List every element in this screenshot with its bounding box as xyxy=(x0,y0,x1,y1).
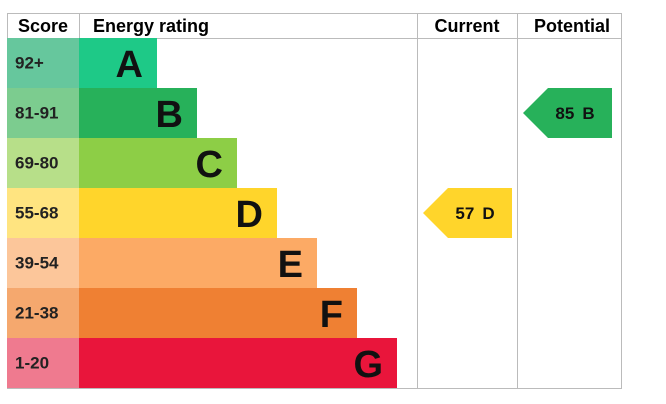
band-letter: A xyxy=(116,44,143,86)
rating-bar xyxy=(79,188,277,238)
score-label: 21-38 xyxy=(15,304,58,323)
current-letter: D xyxy=(482,204,494,223)
potential-letter: B xyxy=(582,104,594,123)
potential-value: 85 xyxy=(555,104,574,123)
score-cell xyxy=(7,188,79,238)
band-letter: F xyxy=(320,294,343,336)
score-cell xyxy=(7,288,79,338)
score-cell xyxy=(7,88,79,138)
rating-bar xyxy=(79,138,237,188)
band-letter: C xyxy=(196,144,223,186)
band-letter: G xyxy=(353,344,383,386)
score-label: 39-54 xyxy=(15,254,59,273)
score-label: 69-80 xyxy=(15,154,58,173)
band-letter: B xyxy=(156,94,183,136)
rating-bar xyxy=(79,338,397,388)
score-label: 1-20 xyxy=(15,354,49,373)
score-label: 55-68 xyxy=(15,204,58,223)
potential-arrow xyxy=(523,88,612,138)
score-label: 81-91 xyxy=(15,104,58,123)
header-rating: Energy rating xyxy=(93,16,209,36)
rating-bar xyxy=(79,288,357,338)
rating-bar xyxy=(79,38,157,88)
score-cell xyxy=(7,38,79,88)
score-label: 92+ xyxy=(15,54,44,73)
score-cell xyxy=(7,238,79,288)
current-value: 57 xyxy=(455,204,474,223)
rating-bar xyxy=(79,88,197,138)
header-potential: Potential xyxy=(534,16,610,36)
rating-bar xyxy=(79,238,317,288)
potential-label: 85 B xyxy=(555,104,594,123)
band-letter: D xyxy=(236,194,263,236)
score-cell xyxy=(7,138,79,188)
header-current: Current xyxy=(434,16,499,36)
band-letter: E xyxy=(278,244,303,286)
current-arrow xyxy=(423,188,512,238)
header-score: Score xyxy=(18,16,68,36)
current-label: 57 D xyxy=(455,204,494,223)
score-cell xyxy=(7,338,79,388)
